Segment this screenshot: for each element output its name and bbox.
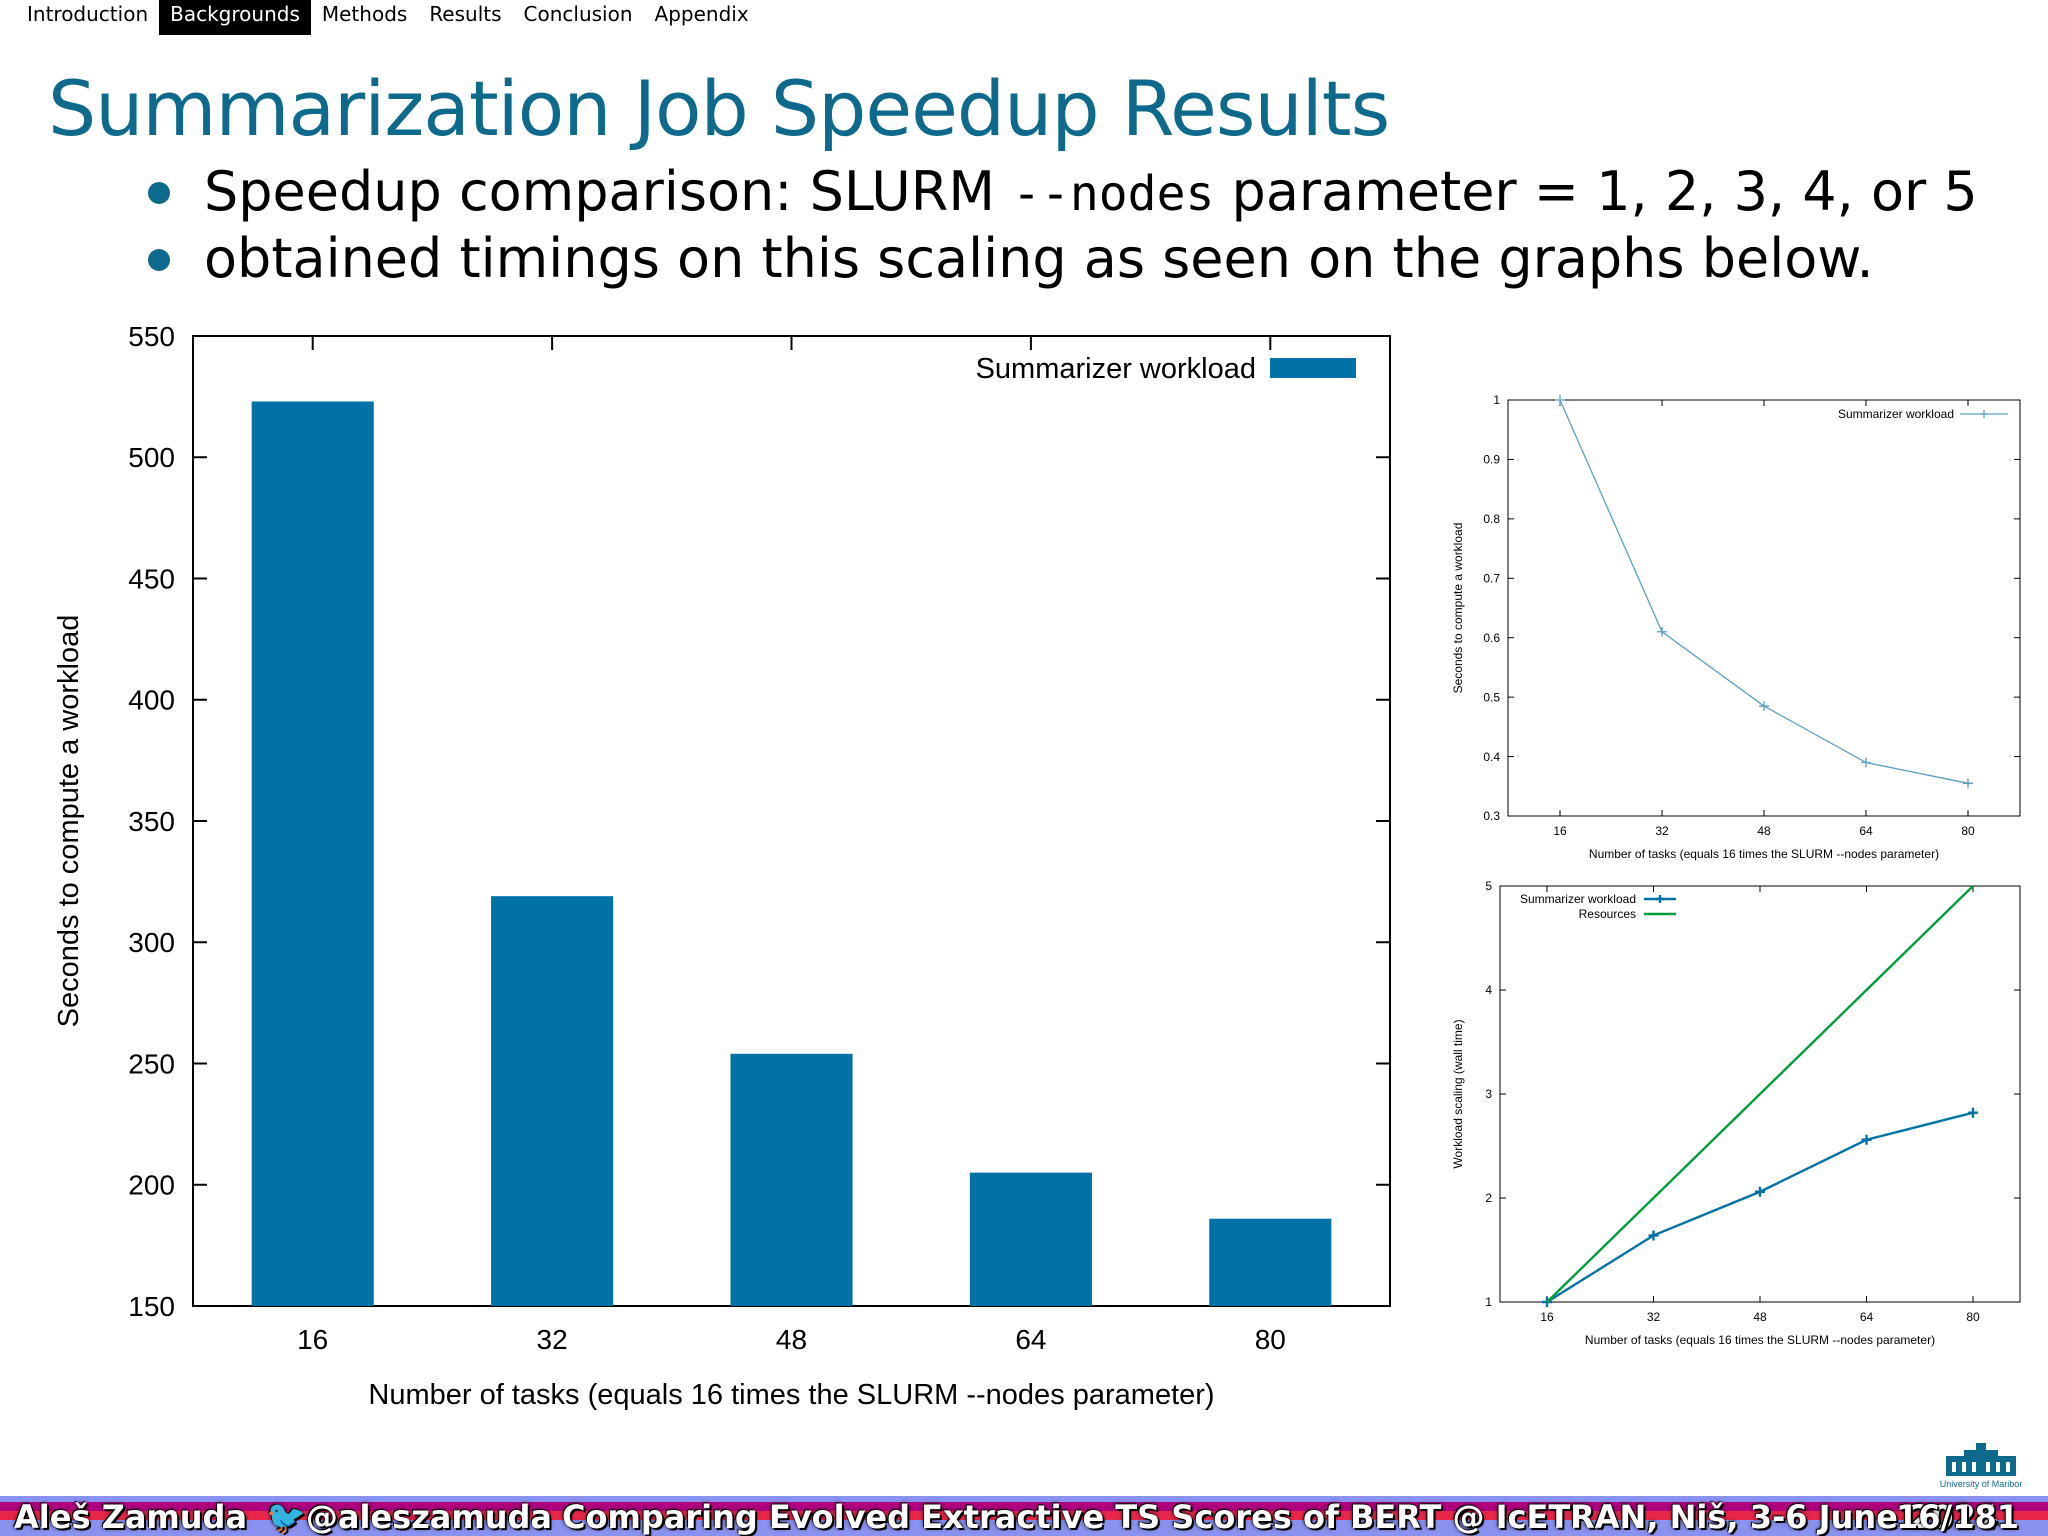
y-tick-label: 4 (1485, 983, 1492, 997)
legend-label: Summarizer workload (1838, 407, 1954, 421)
y-tick-label: 0.6 (1483, 631, 1500, 645)
x-tick-label: 64 (1859, 824, 1873, 838)
bar-80 (1209, 1218, 1332, 1306)
y-tick-label: 2 (1485, 1191, 1492, 1205)
university-logo: University of Maribor (1940, 1440, 2028, 1490)
y-tick-label: 400 (128, 685, 175, 716)
legend-label: Summarizer workload (976, 353, 1256, 385)
y-tick-label: 550 (128, 321, 175, 352)
nav-results[interactable]: Results (429, 2, 502, 26)
y-tick-label: 0.7 (1483, 571, 1500, 585)
x-tick-label: 80 (1966, 1310, 1980, 1324)
x-tick-label: 64 (1860, 1310, 1874, 1324)
x-tick-label: 48 (1757, 824, 1771, 838)
y-tick-label: 3 (1485, 1087, 1492, 1101)
slide-title: Summarization Job Speedup Results (48, 64, 1390, 153)
plot-frame (1499, 885, 2021, 1303)
data-point (1759, 701, 1769, 712)
bar-32 (491, 896, 614, 1306)
x-axis-label: Number of tasks (equals 16 times the SLU… (368, 1379, 1214, 1411)
legend-marker (1656, 895, 1664, 903)
y-tick-label: 0.4 (1483, 750, 1500, 764)
bullet-text: parameter = 1, 2, 3, 4, or 5 (1214, 160, 1978, 223)
y-tick-label: 0.3 (1483, 809, 1500, 823)
x-tick-label: 32 (1647, 1310, 1661, 1324)
y-tick-label: 0.8 (1483, 512, 1500, 526)
series-line-0 (1546, 1111, 1974, 1304)
legend-label: Resources (1579, 907, 1636, 921)
nav-backgrounds[interactable]: Backgrounds (159, 0, 311, 35)
plot-frame (1507, 399, 2021, 817)
footer-bar: Aleš Zamuda 🐦@aleszamuda Comparing Evolv… (0, 1496, 2048, 1536)
data-point (1657, 626, 1667, 637)
y-tick-label: 500 (128, 442, 175, 473)
bullet-list: Speedup comparison: SLURM --nodes parame… (140, 158, 1978, 292)
section-navigation: Introduction Backgrounds Methods Results Con… (16, 0, 760, 35)
bullet-code: --nodes (1012, 166, 1215, 222)
bar-48 (730, 1053, 853, 1306)
bullet-text: obtained timings on this scaling as seen… (204, 227, 1874, 290)
y-tick-label: 200 (128, 1170, 175, 1201)
series-line-0 (1559, 399, 1969, 784)
x-axis-label: Number of tasks (equals 16 times the SLU… (1589, 847, 1939, 861)
y-tick-label: 0.9 (1483, 453, 1500, 467)
y-tick-label: 450 (128, 563, 175, 594)
plot-frame (192, 335, 1391, 1307)
twitter-handle[interactable]: 🐦@aleszamuda (266, 1498, 552, 1536)
bar-64 (969, 1172, 1092, 1306)
y-tick-label: 350 (128, 806, 175, 837)
data-point (1648, 1230, 1659, 1241)
bullet-dot-icon (148, 249, 170, 271)
x-axis-label: Number of tasks (equals 16 times the SLU… (1585, 1333, 1935, 1347)
x-tick-label: 80 (1961, 824, 1975, 838)
legend-label: Summarizer workload (1520, 892, 1636, 906)
y-tick-label: 250 (128, 1048, 175, 1079)
series-line-1 (1546, 885, 1974, 1303)
y-axis-label: Seconds to compute a workload (1451, 523, 1465, 694)
x-tick-label: 48 (776, 1324, 807, 1355)
nav-introduction[interactable]: Introduction (27, 2, 149, 26)
logo-caption: University of Maribor (1940, 1479, 2023, 1489)
y-axis-label: Seconds to compute a workload (53, 615, 85, 1028)
y-tick-label: 0.5 (1483, 690, 1500, 704)
legend-marker (1980, 410, 1988, 418)
y-tick-label: 1 (1493, 393, 1500, 407)
x-tick-label: 48 (1753, 1310, 1767, 1324)
y-tick-label: 5 (1485, 879, 1492, 893)
university-building-icon: University of Maribor (1940, 1443, 2023, 1489)
x-tick-label: 16 (297, 1324, 328, 1355)
y-tick-label: 1 (1485, 1295, 1492, 1309)
twitter-bird-icon: 🐦 (266, 1498, 306, 1536)
bullet-dot-icon (148, 182, 170, 204)
data-point (1555, 395, 1565, 405)
x-tick-label: 32 (1655, 824, 1669, 838)
x-tick-label: 32 (537, 1324, 568, 1355)
nav-conclusion[interactable]: Conclusion (523, 2, 633, 26)
bullet-item: obtained timings on this scaling as seen… (140, 225, 1978, 292)
x-tick-label: 64 (1015, 1324, 1046, 1355)
footer-talk-title: Comparing Evolved Extractive TS Scores o… (562, 1498, 1999, 1536)
x-tick-label: 80 (1255, 1324, 1286, 1355)
data-point (1968, 1107, 1978, 1118)
data-point (1542, 1297, 1552, 1307)
data-point (1963, 778, 1973, 789)
y-axis-label: Workload scaling (wall time) (1451, 1019, 1465, 1168)
x-tick-label: 16 (1540, 1310, 1554, 1324)
nav-methods[interactable]: Methods (321, 2, 408, 26)
bar-16 (251, 401, 374, 1307)
bullet-item: Speedup comparison: SLURM --nodes parame… (140, 158, 1978, 225)
bullet-text: Speedup comparison: SLURM (204, 160, 1013, 223)
legend-swatch (1270, 358, 1356, 378)
footer-author: Aleš Zamuda (14, 1498, 248, 1536)
y-tick-label: 150 (128, 1291, 175, 1322)
page-number: 16/181 (1896, 1498, 2020, 1536)
data-point (1861, 757, 1871, 768)
nav-appendix[interactable]: Appendix (654, 2, 749, 26)
data-point (1755, 1186, 1765, 1197)
y-tick-label: 300 (128, 927, 175, 958)
x-tick-label: 16 (1553, 824, 1567, 838)
data-point (1861, 1134, 1872, 1145)
